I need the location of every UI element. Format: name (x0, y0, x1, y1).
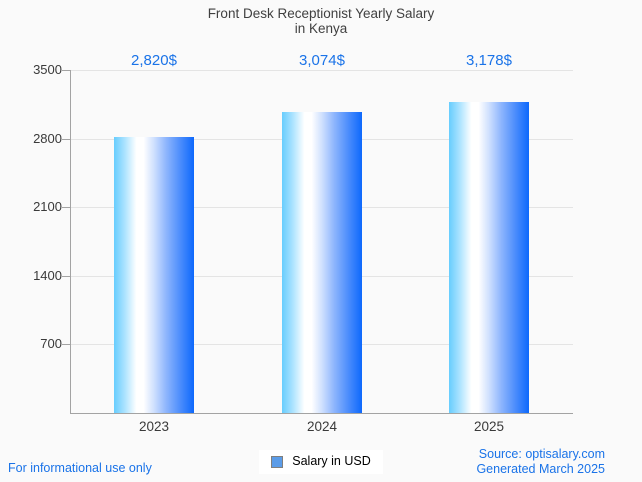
y-tick-mark-1400 (62, 276, 70, 277)
legend: Salary in USD (0, 450, 642, 474)
x-tick-label-2023: 2023 (138, 419, 170, 434)
chart-title-line1: Front Desk Receptionist Yearly Salary (207, 6, 435, 21)
y-tick-mark-2800 (62, 139, 70, 140)
gridline-3500 (70, 70, 573, 71)
y-axis-line (70, 70, 71, 413)
y-tick-label-2800: 2800 (33, 131, 62, 146)
chart-title: Front Desk Receptionist Yearly Salary in… (0, 6, 642, 36)
bar-value-label-2025: 3,178$ (466, 52, 512, 69)
y-tick-mark-2100 (62, 207, 70, 208)
y-tick-mark-3500 (62, 70, 70, 71)
legend-label: Salary in USD (292, 454, 371, 468)
legend-marker-icon (271, 455, 284, 468)
attribution: Source: optisalary.com Generated March 2… (476, 447, 605, 477)
chart-title-line2: in Kenya (294, 21, 348, 36)
source-link[interactable]: Source: optisalary.com (478, 447, 605, 461)
y-tick-label-2100: 2100 (33, 199, 62, 214)
disclaimer-text: For informational use only (8, 461, 152, 475)
x-axis-line (70, 413, 573, 414)
bar-2025[interactable] (449, 102, 529, 413)
x-tick-label-2025: 2025 (473, 419, 505, 434)
y-tick-label-3500: 3500 (33, 62, 62, 77)
x-tick-label-2024: 2024 (306, 419, 338, 434)
bar-value-label-2024: 3,074$ (299, 52, 345, 69)
y-tick-label-1400: 1400 (33, 268, 62, 283)
y-tick-mark-700 (62, 344, 70, 345)
y-tick-label-700: 700 (40, 336, 62, 351)
bar-2023[interactable] (114, 137, 194, 413)
bar-value-label-2023: 2,820$ (131, 52, 177, 69)
bar-2024[interactable] (282, 112, 362, 413)
generated-date: Generated March 2025 (476, 462, 605, 476)
legend-item-salary-in-usd[interactable]: Salary in USD (259, 450, 383, 474)
